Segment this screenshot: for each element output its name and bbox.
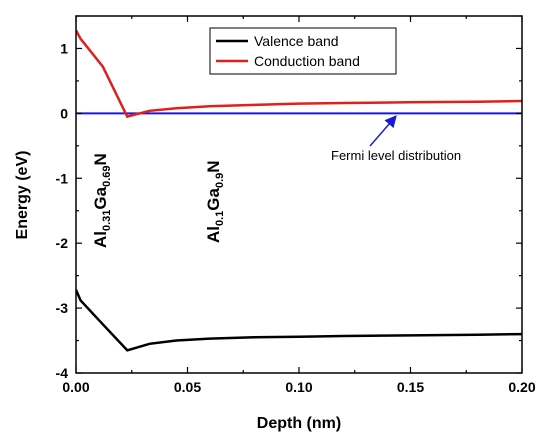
x-tick-label: 0.00: [62, 379, 89, 395]
x-tick-label: 0.15: [397, 379, 424, 395]
region-label-al01ga09n: Al0.1Ga0.9N: [204, 160, 226, 243]
fermi-annotation-arrow: [369, 115, 397, 147]
y-tick-labels: -4 -3 -2 -1 0 1: [56, 40, 69, 381]
y-tick-label: -2: [56, 235, 69, 251]
valence-band-line: [76, 289, 522, 352]
region-label-al031ga069n: Al0.31Ga0.69N: [91, 153, 113, 248]
legend-box: [209, 27, 397, 75]
legend-label-valence: Valence band: [254, 33, 339, 49]
x-axis-title: Depth (nm): [257, 415, 341, 432]
x-tick-label: 0.05: [174, 379, 201, 395]
y-tick-label: 0: [60, 105, 68, 121]
x-tick-labels: 0.00 0.05 0.10 0.15 0.20: [62, 379, 535, 395]
axis-ticks: [75, 15, 523, 374]
x-tick-label: 0.10: [285, 379, 312, 395]
conduction-band-line: [76, 29, 522, 119]
legend-label-conduction: Conduction band: [254, 53, 360, 69]
legend: Valence band Conduction band: [209, 27, 397, 75]
x-tick-label: 0.20: [508, 379, 535, 395]
fermi-annotation-text: Fermi level distribution: [331, 148, 461, 163]
y-tick-label: 1: [60, 40, 68, 56]
y-tick-label: -1: [56, 170, 69, 186]
y-tick-label: -4: [56, 365, 69, 381]
y-tick-label: -3: [56, 300, 69, 316]
y-axis-title: Energy (eV): [14, 151, 31, 240]
